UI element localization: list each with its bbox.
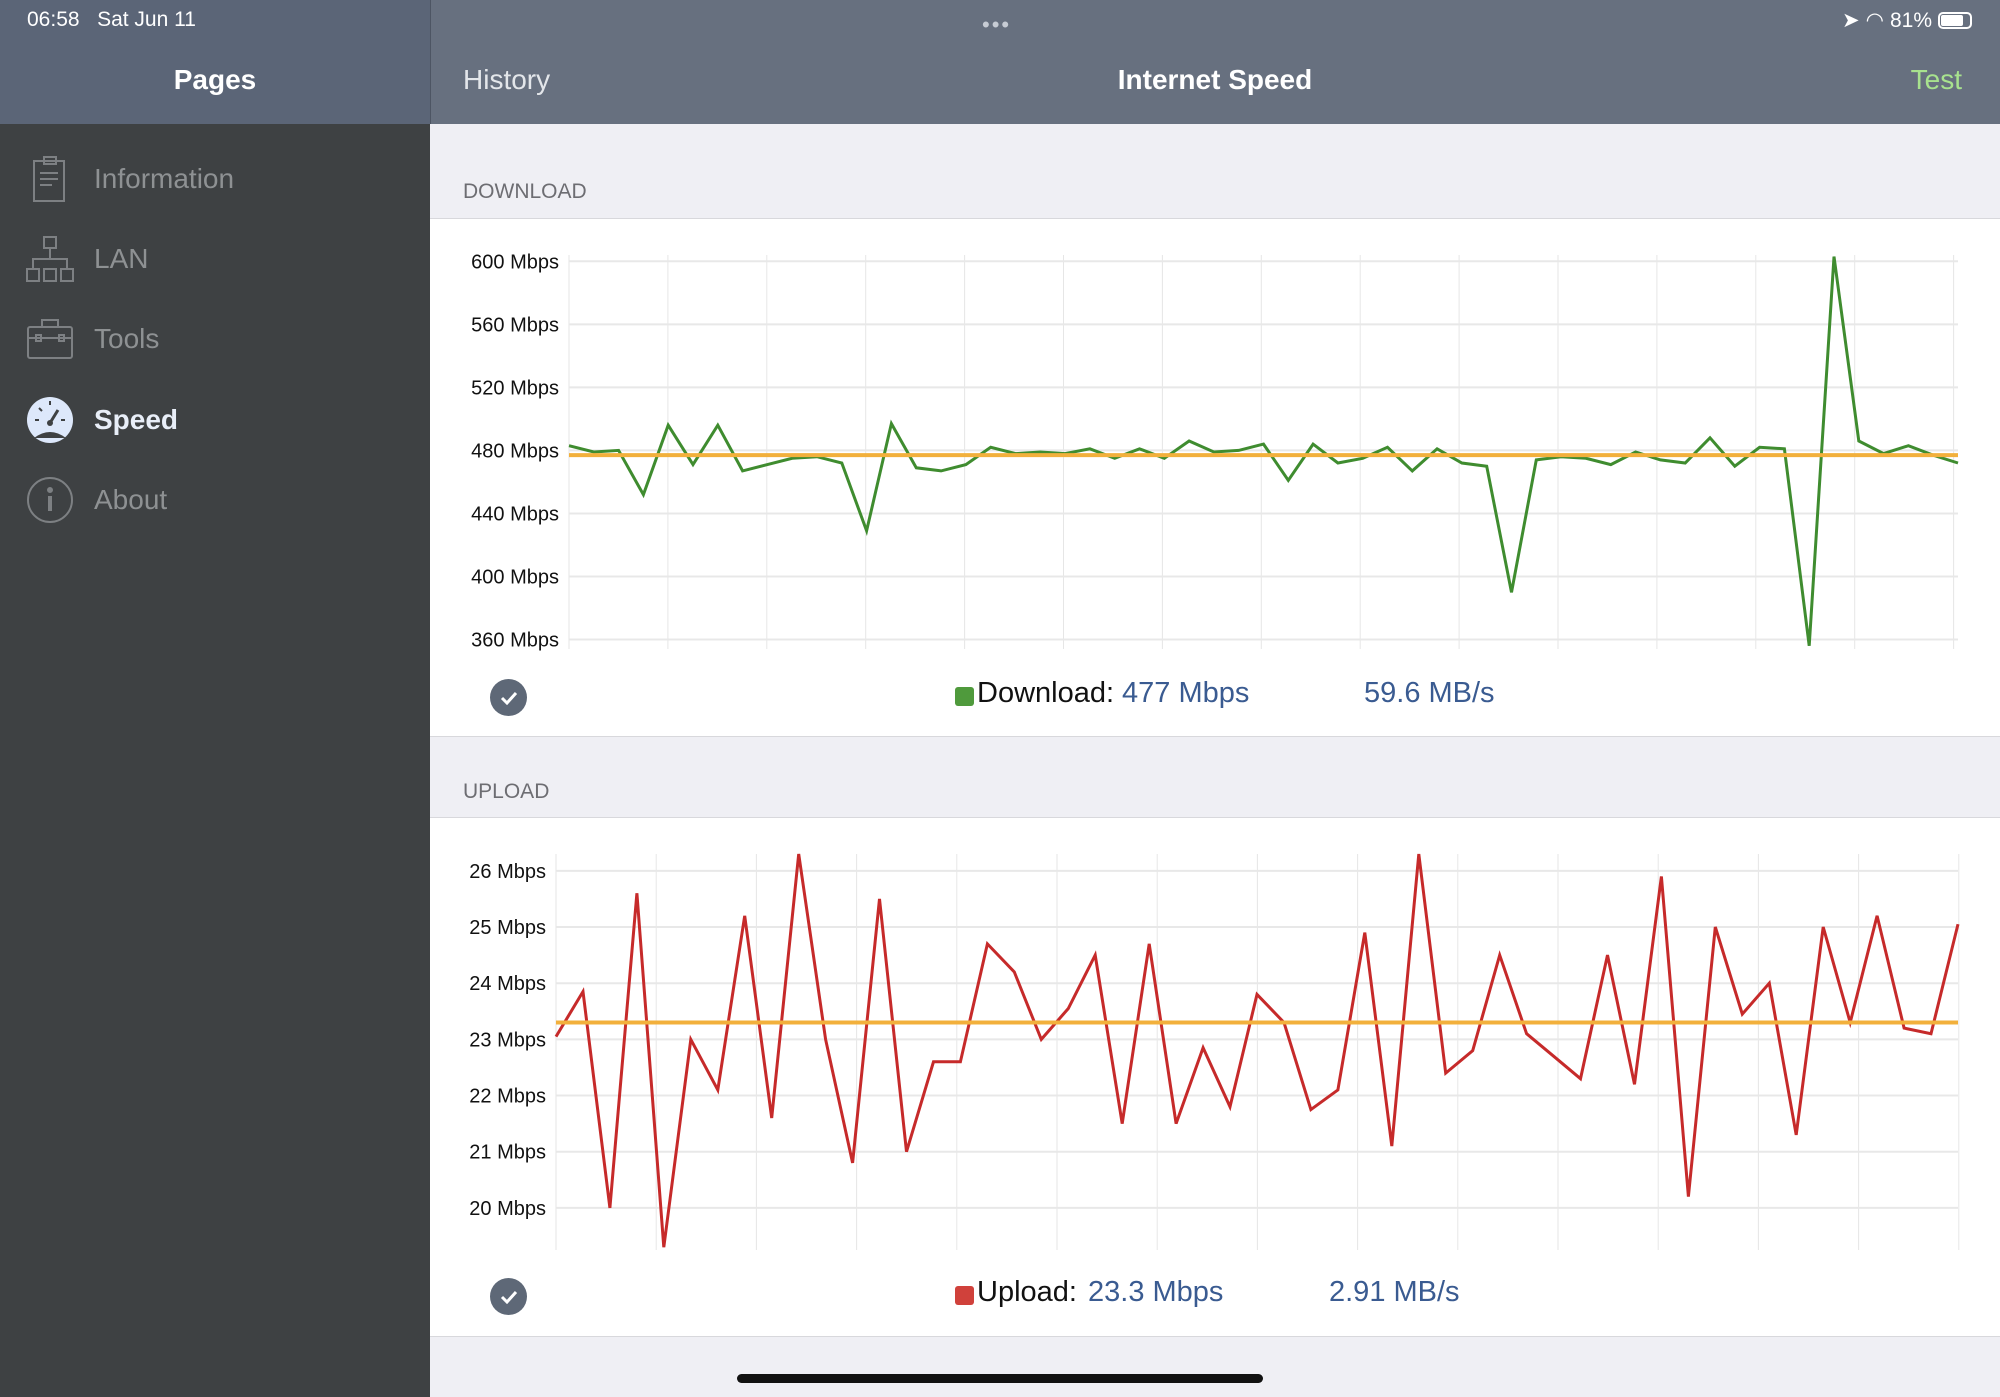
sidebar-item-information[interactable]: Information xyxy=(0,144,430,214)
battery-icon xyxy=(1938,12,1972,29)
checkmark-icon xyxy=(490,679,527,716)
sidebar-item-label: LAN xyxy=(94,243,149,274)
y-tick-label: 400 Mbps xyxy=(471,567,559,589)
sidebar-item-label: Speed xyxy=(94,404,179,435)
upload-color-swatch xyxy=(955,1286,974,1305)
y-tick-label: 520 Mbps xyxy=(471,377,559,399)
battery-percent: 81% xyxy=(1889,8,1932,32)
upload-mbps: 23.3 Mbps xyxy=(1088,1276,1224,1308)
sidebar xyxy=(0,0,430,1397)
download-mbps: 477 Mbps xyxy=(1122,677,1250,709)
download-section-header: DOWNLOAD xyxy=(463,180,587,203)
status-time: 06:58 Sat Jun 11 xyxy=(27,8,196,31)
y-tick-label: 360 Mbps xyxy=(471,630,559,652)
status-indicators: ➤ ◠ 81% xyxy=(1842,8,1972,33)
home-indicator[interactable] xyxy=(737,1374,1263,1383)
checkmark-icon xyxy=(490,1278,527,1315)
y-tick-label: 440 Mbps xyxy=(471,503,559,525)
sidebar-item-lan[interactable]: LAN xyxy=(0,224,430,294)
upload-card: 26 Mbps 25 Mbps 24 Mbps 23 Mbps 22 Mbps 21 Mb… xyxy=(430,817,2000,1337)
clipboard-icon xyxy=(24,153,76,205)
nav-bar xyxy=(430,0,2000,124)
y-tick-label: 26 Mbps xyxy=(469,861,546,883)
download-card: 600 Mbps 560 Mbps 520 Mbps 480 Mbps 440 Mbps… xyxy=(430,218,2000,737)
sidebar-title: Pages xyxy=(173,64,257,95)
y-tick-label: 600 Mbps xyxy=(471,251,559,273)
y-tick-label: 20 Mbps xyxy=(469,1198,546,1220)
y-tick-label: 25 Mbps xyxy=(469,917,546,939)
y-tick-label: 21 Mbps xyxy=(469,1142,546,1164)
wifi-icon: ◠ xyxy=(1865,9,1884,32)
upload-legend: Upload: 23.3 Mbps 2.91 MB/s xyxy=(430,1276,2000,1316)
sidebar-item-about[interactable]: About xyxy=(0,465,430,535)
upload-section-header: UPLOAD xyxy=(463,780,550,803)
download-legend: Download: 477 Mbps 59.6 MB/s xyxy=(430,677,2000,717)
download-chart: 600 Mbps 560 Mbps 520 Mbps 480 Mbps 440 Mbps… xyxy=(471,251,1959,652)
network-icon xyxy=(24,233,76,285)
page-title: Internet Speed xyxy=(1117,64,1313,95)
upload-mbs: 2.91 MB/s xyxy=(1329,1276,1460,1308)
upload-chart: 26 Mbps 25 Mbps 24 Mbps 23 Mbps 22 Mbps 21 Mb… xyxy=(469,853,1960,1250)
sidebar-header: 06:58 Sat Jun 11 Pages xyxy=(0,0,430,124)
location-icon: ➤ xyxy=(1842,9,1860,32)
y-tick-label: 24 Mbps xyxy=(469,973,546,995)
y-tick-label: 23 Mbps xyxy=(469,1029,546,1051)
data-line xyxy=(554,853,1960,1248)
upload-label: Upload: xyxy=(977,1276,1077,1308)
test-button[interactable]: Test xyxy=(1910,64,1962,95)
sidebar-item-label: Tools xyxy=(94,323,160,354)
toolbox-icon xyxy=(24,313,76,365)
sidebar-item-label: Information xyxy=(94,163,235,194)
y-tick-label: 22 Mbps xyxy=(469,1086,546,1108)
speedometer-icon xyxy=(24,394,76,446)
sidebar-item-label: About xyxy=(94,484,168,515)
download-label: Download: xyxy=(977,677,1115,709)
y-tick-label: 560 Mbps xyxy=(471,314,559,336)
info-icon xyxy=(24,474,76,526)
download-mbs: 59.6 MB/s xyxy=(1364,677,1495,709)
sidebar-item-tools[interactable]: Tools xyxy=(0,304,430,374)
multitasking-dots-icon[interactable]: ••• xyxy=(982,12,1012,37)
download-color-swatch xyxy=(955,687,974,706)
y-tick-label: 480 Mbps xyxy=(471,440,559,462)
history-button[interactable]: History xyxy=(463,64,551,95)
sidebar-item-speed[interactable]: Speed xyxy=(0,385,430,455)
